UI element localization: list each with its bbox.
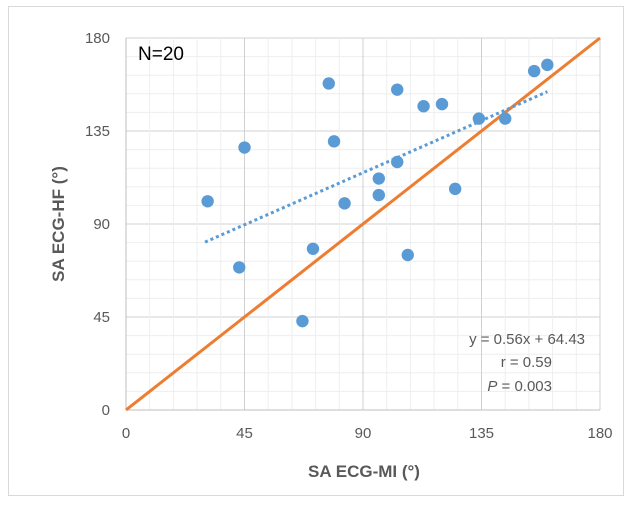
data-point (327, 135, 341, 148)
x-tick-label: 0 (122, 425, 130, 442)
x-tick-label: 45 (236, 425, 253, 442)
y-tick-labels: 0 45 90 135 180 (85, 30, 110, 419)
data-point (448, 182, 462, 196)
trendline-group (204, 90, 548, 244)
data-point (201, 195, 214, 208)
regression-equation: y = 0.56x + 64.43 (469, 331, 585, 348)
y-tick-label: 90 (93, 216, 110, 233)
data-point (499, 112, 512, 125)
correlation-label: r = 0.59 (501, 354, 552, 371)
x-tick-labels: 0 45 90 135 180 (122, 425, 613, 442)
trendline (204, 90, 548, 244)
identity-line-group (125, 36, 601, 412)
data-point (296, 314, 309, 328)
y-axis-title: SA ECG-HF (°) (49, 166, 68, 282)
data-point (541, 58, 554, 72)
x-axis-title: SA ECG-MI (°) (308, 462, 420, 481)
y-tick-label: 135 (85, 123, 110, 140)
axes (125, 38, 600, 411)
p-value-label: P = 0.003 (487, 378, 552, 395)
data-point (238, 141, 251, 154)
data-points (201, 58, 554, 328)
p-value: = 0.003 (497, 378, 552, 395)
data-point (417, 100, 430, 113)
data-point (338, 197, 351, 210)
x-tick-label: 180 (587, 425, 612, 442)
y-tick-label: 180 (85, 30, 110, 47)
p-symbol: P (487, 378, 497, 395)
data-point (372, 172, 385, 185)
data-point (391, 83, 404, 96)
data-point (527, 64, 541, 78)
x-tick-label: 90 (355, 425, 372, 442)
data-point (306, 242, 320, 255)
x-tick-label: 135 (469, 425, 494, 442)
data-point (435, 97, 449, 111)
y-tick-label: 0 (102, 402, 110, 419)
data-point (372, 188, 385, 202)
data-point (233, 261, 246, 274)
sample-size-label: N=20 (138, 44, 184, 65)
data-point (472, 112, 486, 125)
data-point (391, 155, 404, 169)
data-point (322, 77, 335, 90)
data-point (401, 248, 414, 262)
identity-line (125, 36, 601, 412)
y-tick-label: 45 (93, 309, 110, 326)
